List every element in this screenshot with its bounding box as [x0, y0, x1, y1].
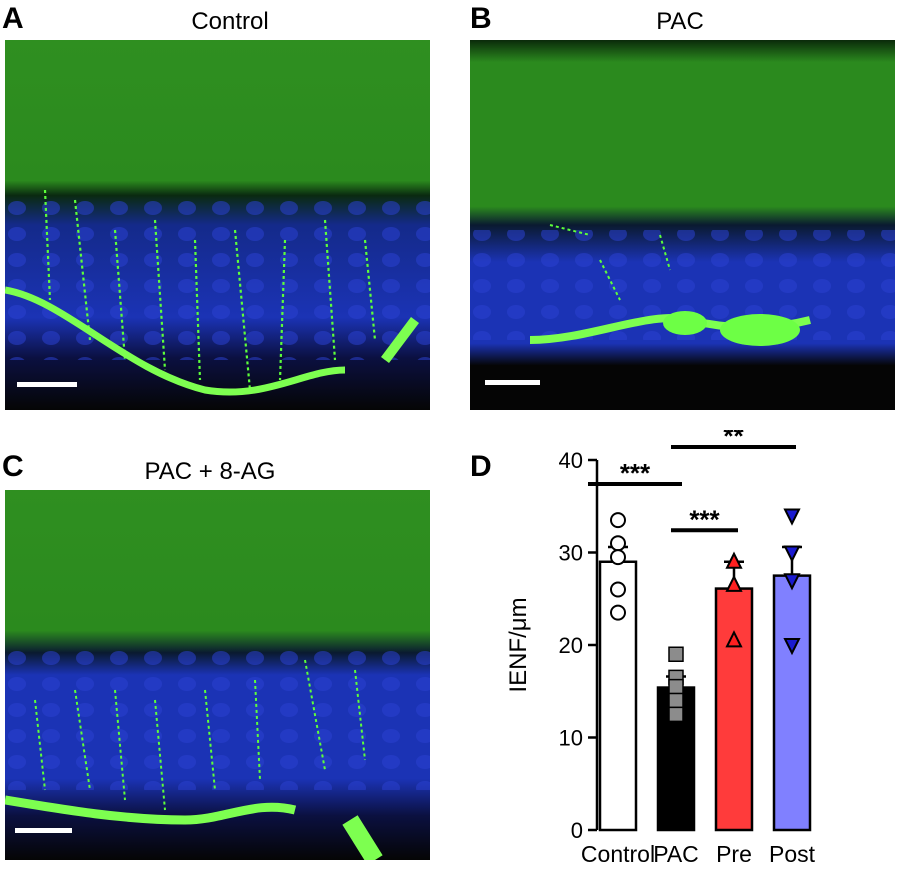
- bar-post: [772, 574, 812, 832]
- bar-control: [598, 560, 638, 832]
- data-point: [668, 706, 684, 723]
- micrograph-pac-8ag: [5, 490, 430, 860]
- data-point: [668, 692, 684, 709]
- panel-title-c: PAC + 8-AG: [144, 458, 276, 485]
- bar-pac: [656, 686, 696, 832]
- panel-letter-b: B: [470, 2, 492, 35]
- significance-label: ***: [620, 458, 651, 488]
- y-tick-label: 10: [559, 726, 583, 751]
- data-point: [783, 573, 801, 591]
- x-tick-label: Pre: [716, 841, 752, 867]
- data-point: [610, 512, 626, 529]
- data-point: [725, 630, 743, 648]
- micrograph-pac: [470, 40, 895, 410]
- y-tick-label: 0: [571, 818, 583, 843]
- panel-letter-a: A: [2, 2, 24, 35]
- data-point: [610, 549, 626, 566]
- data-point: [725, 551, 743, 569]
- panel-letter-d: D: [470, 450, 492, 483]
- y-axis-label: IENF/μm: [505, 597, 532, 692]
- data-point: [668, 646, 684, 662]
- data-point: [725, 574, 743, 592]
- data-point: [783, 508, 801, 526]
- panel-title-a: Control: [191, 8, 269, 35]
- x-tick-label: Post: [769, 841, 816, 867]
- y-tick-label: 40: [559, 448, 583, 473]
- data-point: [668, 678, 684, 695]
- x-tick-label: Control: [581, 841, 655, 867]
- bar-pre: [714, 587, 754, 832]
- data-point: [610, 535, 626, 552]
- significance-label: **: [723, 430, 744, 451]
- x-tick-label: PAC: [653, 841, 699, 867]
- y-tick-label: 30: [559, 541, 583, 566]
- data-point: [610, 581, 626, 598]
- panel-title-b: PAC: [656, 8, 704, 35]
- micrograph-control: [5, 40, 430, 410]
- data-point: [783, 638, 801, 656]
- data-point: [783, 545, 801, 563]
- significance-label: ***: [689, 504, 720, 534]
- panel-letter-c: C: [2, 450, 24, 483]
- y-tick-label: 20: [559, 633, 583, 658]
- data-point: [610, 604, 626, 621]
